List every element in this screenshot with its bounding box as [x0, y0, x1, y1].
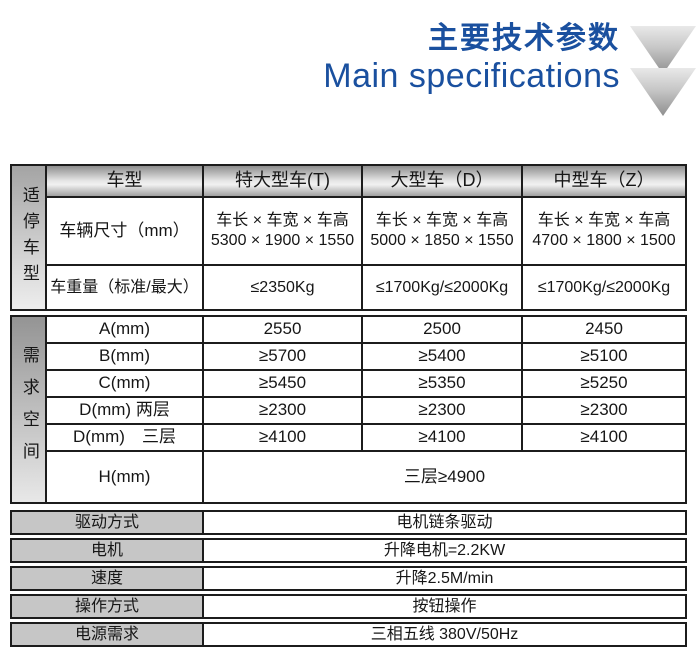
- column-header-medium: 中型车（Z）: [523, 166, 685, 196]
- cell-dimensions-d: 车长 × 车宽 × 车高 5000 × 1850 × 1550: [363, 198, 521, 264]
- row-label-a: A(mm): [47, 317, 202, 342]
- row-label-drive-mode: 驱动方式: [12, 512, 202, 533]
- cell-b-t: ≥5700: [204, 344, 361, 369]
- row-label-c: C(mm): [47, 371, 202, 396]
- cell-c-z: ≥5250: [523, 371, 685, 396]
- cell-weight-t: ≤2350Kg: [204, 266, 361, 309]
- row-label-operation: 操作方式: [12, 596, 202, 617]
- cell-d3-d: ≥4100: [363, 425, 521, 450]
- cell-motor: 升降电机=2.2KW: [204, 540, 685, 561]
- cell-speed: 升降2.5M/min: [204, 568, 685, 589]
- cell-d3-z: ≥4100: [523, 425, 685, 450]
- table-row-power: 电源需求 三相五线 380V/50Hz: [10, 622, 687, 647]
- chevron-down-icon: [630, 26, 696, 74]
- row-label-weight: 车重量（标准/最大）: [47, 266, 202, 309]
- side-label-space: 需求空间: [12, 317, 45, 502]
- dimension-value: 4700 × 1800 × 1500: [532, 232, 676, 249]
- cell-b-z: ≥5100: [523, 344, 685, 369]
- cell-dimensions-z: 车长 × 车宽 × 车高 4700 × 1800 × 1500: [523, 198, 685, 264]
- cell-weight-z: ≤1700Kg/≤2000Kg: [523, 266, 685, 309]
- cell-a-d: 2500: [363, 317, 521, 342]
- column-header-extra-large: 特大型车(T): [204, 166, 361, 196]
- cell-d2-z: ≥2300: [523, 398, 685, 423]
- cell-h-merged: 三层≥4900: [204, 452, 685, 502]
- section-required-space: 需求空间 A(mm) 2550 2500 2450 B(mm) ≥5700 ≥5…: [10, 315, 687, 504]
- row-label-b: B(mm): [47, 344, 202, 369]
- dimension-formula: 车长 × 车宽 × 车高: [537, 212, 671, 229]
- dimension-formula: 车长 × 车宽 × 车高: [216, 212, 349, 229]
- page-title-zh: 主要技术参数: [428, 22, 620, 55]
- section-parking-vehicle-types: 适停车型 车型 特大型车(T) 大型车（D） 中型车（Z） 车辆尺寸（mm） 车…: [10, 164, 687, 311]
- column-header-large: 大型车（D）: [363, 166, 521, 196]
- cell-c-t: ≥5450: [204, 371, 361, 396]
- row-label-dimensions: 车辆尺寸（mm）: [47, 198, 202, 264]
- cell-b-d: ≥5400: [363, 344, 521, 369]
- cell-d2-d: ≥2300: [363, 398, 521, 423]
- cell-a-z: 2450: [523, 317, 685, 342]
- double-chevron-down-icon: [630, 26, 696, 118]
- cell-power: 三相五线 380V/50Hz: [204, 624, 685, 645]
- side-label-parking: 适停车型: [12, 166, 45, 309]
- cell-drive-mode: 电机链条驱动: [204, 512, 685, 533]
- cell-operation: 按钮操作: [204, 596, 685, 617]
- cell-d2-t: ≥2300: [204, 398, 361, 423]
- row-label-speed: 速度: [12, 568, 202, 589]
- cell-weight-d: ≤1700Kg/≤2000Kg: [363, 266, 521, 309]
- dimension-value: 5300 × 1900 × 1550: [210, 232, 355, 249]
- cell-a-t: 2550: [204, 317, 361, 342]
- row-label-power: 电源需求: [12, 624, 202, 645]
- cell-dimensions-t: 车长 × 车宽 × 车高 5300 × 1900 × 1550: [204, 198, 361, 264]
- dimension-formula: 车长 × 车宽 × 车高: [375, 212, 509, 229]
- table-row-drive-mode: 驱动方式 电机链条驱动: [10, 510, 687, 535]
- column-header-model: 车型: [47, 166, 202, 196]
- title-bar: 主要技术参数 Main specifications: [0, 0, 700, 118]
- row-label-d-two-level: D(mm) 两层: [47, 398, 202, 423]
- page-title-en: Main specifications: [323, 57, 620, 95]
- spec-table: 适停车型 车型 特大型车(T) 大型车（D） 中型车（Z） 车辆尺寸（mm） 车…: [10, 164, 687, 647]
- chevron-down-icon: [630, 68, 696, 116]
- dimension-value: 5000 × 1850 × 1550: [370, 232, 514, 249]
- title-block: 主要技术参数 Main specifications: [323, 22, 620, 96]
- table-row-motor: 电机 升降电机=2.2KW: [10, 538, 687, 563]
- cell-d3-t: ≥4100: [204, 425, 361, 450]
- table-row-speed: 速度 升降2.5M/min: [10, 566, 687, 591]
- cell-c-d: ≥5350: [363, 371, 521, 396]
- row-label-motor: 电机: [12, 540, 202, 561]
- row-label-h: H(mm): [47, 452, 202, 502]
- row-label-d-three-level: D(mm) 三层: [47, 425, 202, 450]
- table-row-operation: 操作方式 按钮操作: [10, 594, 687, 619]
